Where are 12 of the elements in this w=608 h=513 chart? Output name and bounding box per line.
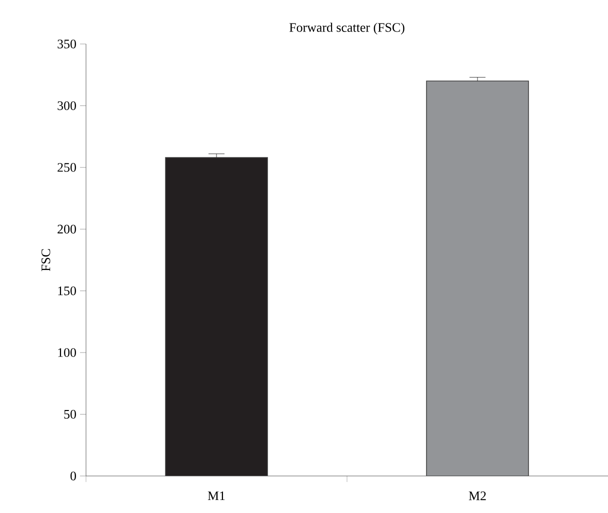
y-tick-label: 50 (64, 410, 76, 419)
x-tick-label: M2 (468, 492, 486, 500)
y-tick-label: 0 (70, 472, 76, 480)
y-tick-label: 200 (58, 224, 76, 234)
x-tick-label: M1 (208, 492, 225, 500)
y-tick-label: 100 (58, 348, 76, 357)
y-tick-label: 250 (58, 163, 76, 172)
y-tick-label: 300 (58, 101, 76, 110)
y-tick-label: 350 (58, 40, 76, 48)
chart-title: Forward scatter (FSC) (289, 22, 404, 34)
y-tick-label: 150 (58, 286, 76, 296)
y-axis-title: FSC (42, 249, 50, 272)
